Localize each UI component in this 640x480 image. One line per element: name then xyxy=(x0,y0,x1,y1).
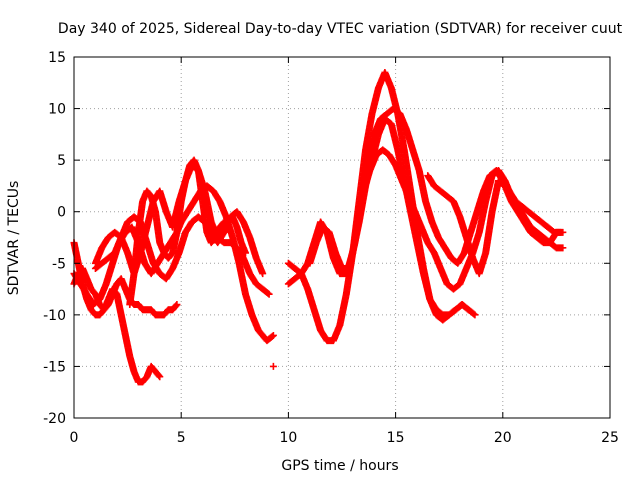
x-tick-label: 10 xyxy=(279,430,297,446)
data-marker xyxy=(267,333,275,341)
y-tick-label: 5 xyxy=(57,153,66,169)
series-sat-7 xyxy=(269,362,277,370)
x-tick-label: 20 xyxy=(494,430,512,446)
series-sat-12 xyxy=(424,172,567,278)
x-axis-label: GPS time / hours xyxy=(281,458,398,474)
series-sat-10 xyxy=(306,105,565,272)
y-tick-label: 15 xyxy=(48,50,66,66)
series-sat-6 xyxy=(91,208,267,283)
data-marker xyxy=(264,289,272,297)
data-marker xyxy=(469,309,477,317)
x-tick-label: 25 xyxy=(601,430,619,446)
data-points xyxy=(70,68,567,386)
data-marker xyxy=(171,303,179,311)
axes: 0 5 10 15 20 25 -20 -15 -10 -5 0 5 10 15 xyxy=(43,50,619,446)
y-tick-label: -5 xyxy=(52,256,66,272)
data-marker xyxy=(558,228,566,236)
data-point xyxy=(269,362,277,370)
data-marker xyxy=(462,304,470,312)
x-tick-label: 5 xyxy=(177,430,186,446)
data-marker xyxy=(155,372,163,380)
series-sat-8 xyxy=(284,68,479,345)
data-marker xyxy=(470,310,478,318)
grid xyxy=(74,57,610,418)
y-tick-label: -15 xyxy=(43,359,66,375)
x-tick-label: 15 xyxy=(387,430,405,446)
data-marker xyxy=(558,244,566,252)
y-tick-label: 10 xyxy=(48,102,66,118)
y-tick-label: 0 xyxy=(57,205,66,221)
plot-frame xyxy=(73,56,611,419)
data-marker xyxy=(268,332,276,340)
data-marker xyxy=(241,248,249,256)
series-sat-9 xyxy=(284,115,472,319)
data-marker xyxy=(154,371,162,379)
data-marker xyxy=(172,302,180,310)
chart-title: Day 340 of 2025, Sidereal Day-to-day VTE… xyxy=(58,21,623,37)
data-marker xyxy=(463,305,471,313)
y-tick-label: -10 xyxy=(43,308,66,324)
x-tick-label: 0 xyxy=(70,430,79,446)
data-marker xyxy=(258,268,266,276)
y-tick-label: -20 xyxy=(43,411,66,427)
y-axis-label: SDTVAR / TECUs xyxy=(6,181,22,296)
data-marker xyxy=(263,289,271,297)
